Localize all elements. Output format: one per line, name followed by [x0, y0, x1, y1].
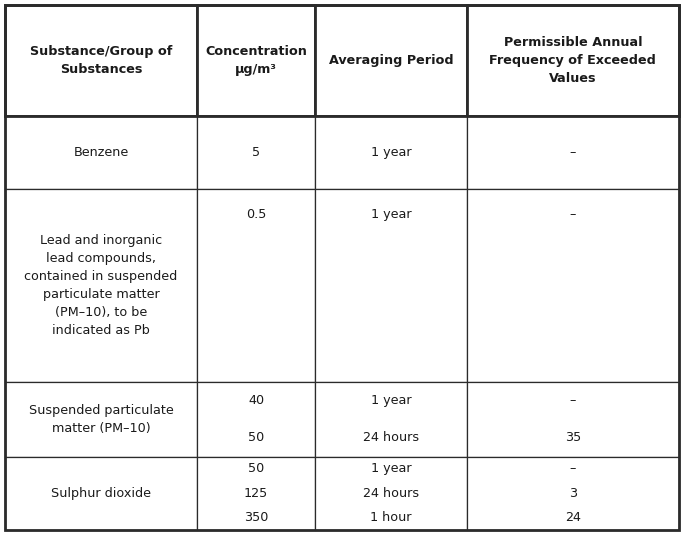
Text: –: – — [570, 462, 576, 475]
Text: Suspended particulate
matter (PM–10): Suspended particulate matter (PM–10) — [29, 404, 174, 435]
Text: –: – — [570, 208, 576, 221]
Bar — [5, 189, 197, 382]
Text: 3: 3 — [569, 487, 577, 500]
Text: Sulphur dioxide: Sulphur dioxide — [51, 487, 151, 500]
Bar — [466, 189, 679, 382]
Bar — [197, 456, 315, 530]
Bar — [197, 5, 315, 116]
Text: 5: 5 — [252, 146, 260, 159]
Bar — [315, 456, 466, 530]
Text: 350: 350 — [244, 511, 268, 524]
Text: 125: 125 — [244, 487, 268, 500]
Text: Substance/Group of
Substances: Substance/Group of Substances — [30, 45, 172, 76]
Bar — [5, 116, 197, 189]
Bar — [315, 189, 466, 382]
Bar — [315, 382, 466, 456]
Bar — [315, 5, 466, 116]
Text: Concentration
μg/m³: Concentration μg/m³ — [205, 45, 307, 76]
Bar — [5, 5, 197, 116]
Text: 24: 24 — [565, 511, 581, 524]
Text: Benzene: Benzene — [73, 146, 129, 159]
Text: 24 hours: 24 hours — [363, 431, 419, 445]
Bar — [466, 116, 679, 189]
Text: –: – — [570, 394, 576, 407]
Text: 1 year: 1 year — [371, 146, 411, 159]
Text: 1 hour: 1 hour — [370, 511, 412, 524]
Text: Averaging Period: Averaging Period — [328, 54, 453, 67]
Text: 50: 50 — [248, 431, 264, 445]
Text: Lead and inorganic
lead compounds,
contained in suspended
particulate matter
(PM: Lead and inorganic lead compounds, conta… — [25, 234, 178, 337]
Bar — [197, 116, 315, 189]
Bar — [466, 382, 679, 456]
Bar — [5, 382, 197, 456]
Text: 1 year: 1 year — [371, 394, 411, 407]
Text: –: – — [570, 146, 576, 159]
Text: 35: 35 — [565, 431, 581, 445]
Bar — [315, 116, 466, 189]
Bar — [5, 456, 197, 530]
Text: 40: 40 — [248, 394, 264, 407]
Text: 0.5: 0.5 — [246, 208, 266, 221]
Bar — [197, 189, 315, 382]
Bar — [466, 456, 679, 530]
Text: Permissible Annual
Frequency of Exceeded
Values: Permissible Annual Frequency of Exceeded… — [490, 36, 656, 85]
Text: 1 year: 1 year — [371, 208, 411, 221]
Bar — [197, 382, 315, 456]
Text: 24 hours: 24 hours — [363, 487, 419, 500]
Text: 1 year: 1 year — [371, 462, 411, 475]
Text: 50: 50 — [248, 462, 264, 475]
Bar — [466, 5, 679, 116]
